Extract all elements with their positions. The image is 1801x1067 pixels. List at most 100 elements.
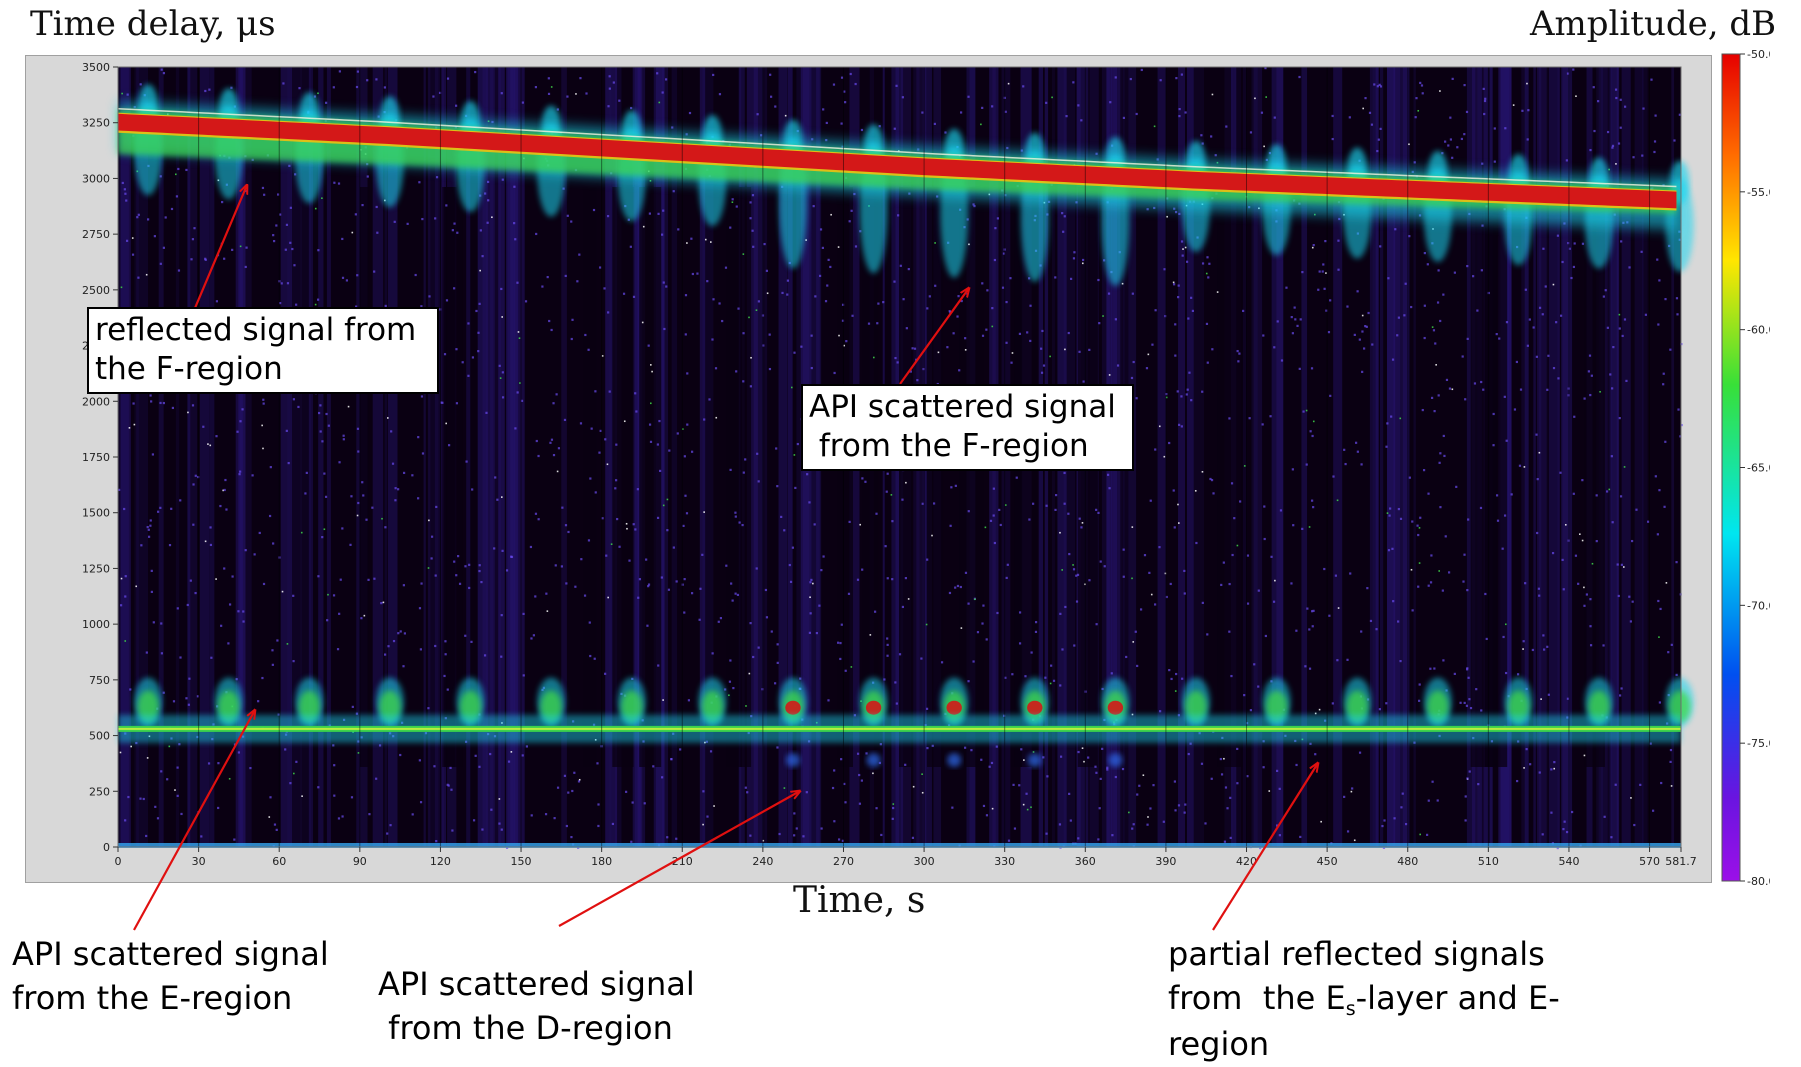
noise-speckle xyxy=(1290,315,1293,319)
noise-speckle xyxy=(453,222,456,225)
noise-speckle xyxy=(1665,582,1668,584)
noise-speckle xyxy=(130,745,132,748)
noise-speckle xyxy=(1311,625,1314,628)
noise-speckle xyxy=(1365,325,1368,328)
noise-streak xyxy=(318,67,324,847)
noise-speckle xyxy=(1012,783,1015,786)
noise-speckle xyxy=(879,743,882,746)
noise-speckle xyxy=(1270,555,1273,558)
noise-speckle xyxy=(1375,628,1378,631)
noise-speckle xyxy=(432,95,435,98)
noise-speckle xyxy=(1391,547,1394,550)
noise-streak xyxy=(505,67,516,847)
f-region-edge xyxy=(117,107,1677,188)
noise-speckle xyxy=(981,622,984,625)
noise-speckle xyxy=(357,450,360,453)
noise-speckle xyxy=(858,802,862,805)
noise-speckle xyxy=(986,289,989,292)
noise-speckle xyxy=(1477,783,1480,786)
noise-speckle xyxy=(1589,148,1592,152)
noise-speckle xyxy=(793,351,796,354)
noise-streak xyxy=(384,67,388,847)
noise-streak xyxy=(1621,67,1631,847)
noise-speckle xyxy=(1264,634,1267,638)
noise-speckle xyxy=(632,523,635,526)
noise-speckle xyxy=(1529,763,1532,766)
noise-speckle xyxy=(982,604,985,607)
noise-speckle xyxy=(276,639,279,642)
noise-speckle xyxy=(197,475,200,479)
noise-speckle xyxy=(742,253,745,255)
noise-speckle xyxy=(430,557,433,560)
noise-speckle xyxy=(577,780,581,783)
noise-speckle xyxy=(263,193,266,196)
noise-speckle xyxy=(1541,313,1544,316)
noise-streak xyxy=(290,67,302,847)
noise-speckle xyxy=(293,264,296,267)
noise-speckle xyxy=(657,212,660,215)
e-region-burst-core xyxy=(137,690,159,723)
noise-speckle xyxy=(544,813,548,816)
noise-speckle xyxy=(837,246,840,248)
noise-speckle xyxy=(261,424,263,427)
noise-speckle xyxy=(136,216,139,219)
noise-speckle xyxy=(691,450,694,453)
noise-speckle xyxy=(1075,574,1078,577)
noise-streak xyxy=(1402,67,1409,847)
noise-speckle xyxy=(1059,612,1062,615)
noise-speckle xyxy=(1103,259,1106,262)
noise-speckle xyxy=(1185,393,1188,396)
noise-speckle xyxy=(501,316,503,318)
noise-speckle xyxy=(1463,553,1466,556)
noise-speckle xyxy=(428,295,431,298)
noise-speckle xyxy=(1310,367,1314,370)
f-region-band-red xyxy=(118,113,1677,209)
noise-speckle xyxy=(1378,708,1381,711)
noise-speckle xyxy=(575,93,577,95)
noise-speckle xyxy=(286,643,289,645)
annotation-f-reflected-line2: the F-region xyxy=(95,350,283,387)
noise-speckle xyxy=(1311,499,1314,502)
noise-streak xyxy=(1413,67,1416,847)
noise-speckle xyxy=(841,303,845,306)
noise-speckle xyxy=(153,235,156,238)
noise-speckle xyxy=(1101,687,1104,691)
noise-speckle xyxy=(611,822,615,826)
noise-speckle xyxy=(1321,270,1324,273)
noise-speckle xyxy=(1493,127,1496,130)
noise-speckle xyxy=(769,73,772,76)
noise-speckle xyxy=(1212,492,1215,495)
noise-speckle xyxy=(434,574,437,577)
noise-speckle xyxy=(1423,304,1426,307)
noise-speckle xyxy=(501,396,505,399)
noise-speckle xyxy=(1556,234,1560,237)
noise-speckle xyxy=(159,175,162,178)
noise-speckle xyxy=(1663,505,1666,508)
noise-speckle xyxy=(742,380,745,383)
noise-speckle xyxy=(180,812,183,816)
noise-speckle xyxy=(1184,246,1187,249)
noise-speckle xyxy=(491,216,493,219)
zero-delay-line xyxy=(118,843,1681,848)
noise-speckle xyxy=(898,653,902,656)
noise-speckle xyxy=(1210,777,1213,780)
noise-speckle xyxy=(487,199,490,202)
noise-speckle xyxy=(1493,160,1496,163)
noise-speckle xyxy=(1030,651,1033,654)
noise-speckle xyxy=(170,207,174,211)
noise-speckle xyxy=(1163,268,1166,271)
noise-speckle xyxy=(188,677,191,680)
noise-speckle xyxy=(149,524,152,527)
noise-speckle xyxy=(1567,539,1570,542)
noise-streak xyxy=(1521,67,1526,847)
noise-speckle xyxy=(550,328,553,332)
noise-speckle xyxy=(251,474,254,477)
noise-speckle xyxy=(765,616,769,619)
noise-speckle xyxy=(327,424,330,427)
x-tick-label: 420 xyxy=(1236,855,1257,868)
noise-speckle xyxy=(1308,667,1312,670)
noise-speckle xyxy=(160,770,163,773)
noise-speckle xyxy=(724,266,728,269)
noise-speckle xyxy=(1181,677,1184,680)
noise-speckle xyxy=(446,688,449,691)
